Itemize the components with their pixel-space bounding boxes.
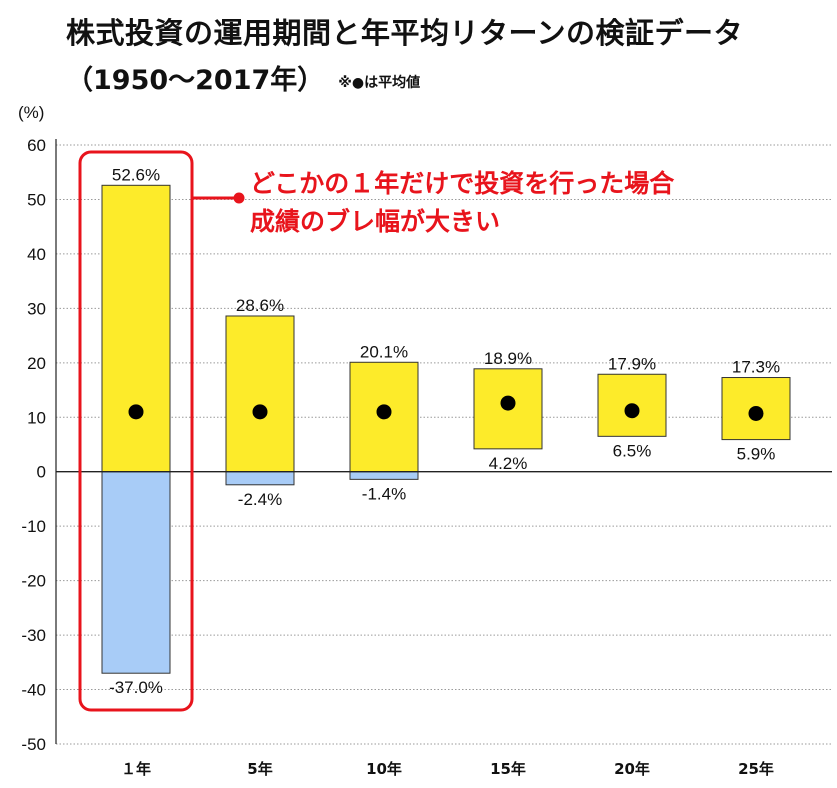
y-tick-label: -10 xyxy=(21,517,46,536)
mean-point xyxy=(376,404,392,420)
min-label: -1.4% xyxy=(362,484,406,503)
y-tick-label: 10 xyxy=(27,408,46,427)
bar-negative xyxy=(349,471,419,480)
mean-point xyxy=(624,403,640,419)
bar-positive xyxy=(225,315,295,473)
y-tick-label: -30 xyxy=(21,626,46,645)
max-label: 20.1% xyxy=(360,342,408,361)
chart-period: （1950〜2017年） xyxy=(66,65,325,96)
mean-point xyxy=(748,405,764,421)
mean-point xyxy=(252,404,268,420)
mean-point xyxy=(128,404,144,420)
max-label: 28.6% xyxy=(236,296,284,315)
y-tick-label: 50 xyxy=(27,190,46,209)
chart-note: ※●は平均値 xyxy=(338,74,421,91)
min-label: -37.0% xyxy=(109,678,163,697)
y-tick-label: -50 xyxy=(21,735,46,754)
min-label: 6.5% xyxy=(613,441,652,460)
y-tick-label: -20 xyxy=(21,572,46,591)
annotation-dot xyxy=(233,192,245,204)
chart-subtitle: （1950〜2017年） ※●は平均値 xyxy=(66,58,420,97)
annotation-line-2: 成績のブレ幅が大きい xyxy=(250,207,500,236)
y-axis-unit: (%) xyxy=(18,103,44,122)
highlight-box xyxy=(78,150,194,712)
max-label: 52.6% xyxy=(112,165,160,184)
x-category-label: 5年 xyxy=(247,760,272,778)
bar-positive xyxy=(101,184,171,473)
x-category-label: 15年 xyxy=(490,760,526,778)
bar-negative xyxy=(225,471,295,486)
x-category-label: 25年 xyxy=(738,760,774,778)
y-tick-label: 40 xyxy=(27,245,46,264)
y-tick-label: 60 xyxy=(27,136,46,155)
x-category-label: １年 xyxy=(121,760,151,778)
annotation-line-1: どこかの１年だけで投資を行った場合 xyxy=(250,169,675,198)
max-label: 17.9% xyxy=(608,354,656,373)
min-label: 4.2% xyxy=(489,454,528,473)
y-tick-label: 30 xyxy=(27,299,46,318)
max-label: 18.9% xyxy=(484,349,532,368)
x-category-label: 10年 xyxy=(366,760,402,778)
bar-negative xyxy=(101,471,171,674)
min-label: -2.4% xyxy=(238,490,282,509)
x-category-label: 20年 xyxy=(614,760,650,778)
mean-point xyxy=(500,395,516,411)
y-tick-label: -40 xyxy=(21,681,46,700)
max-label: 17.3% xyxy=(732,358,780,377)
chart-title: 株式投資の運用期間と年平均リターンの検証データ xyxy=(66,16,744,50)
min-label: 5.9% xyxy=(737,445,776,464)
y-tick-label: 0 xyxy=(37,463,46,482)
y-tick-label: 20 xyxy=(27,354,46,373)
